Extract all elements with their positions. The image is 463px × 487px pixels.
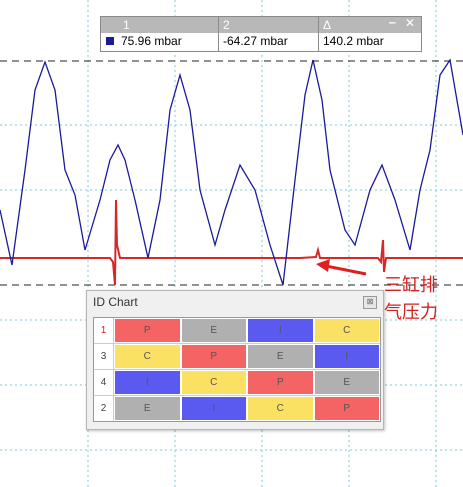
minimize-button[interactable]: ‒ bbox=[389, 15, 396, 29]
arrow bbox=[316, 259, 367, 276]
stroke-cell: E bbox=[115, 397, 180, 420]
stroke-cell: I bbox=[314, 345, 379, 368]
stroke-cell: P bbox=[181, 345, 246, 368]
stroke-cell: C bbox=[115, 345, 180, 368]
stroke-cell: I bbox=[248, 319, 313, 342]
stroke-cell: C bbox=[248, 397, 313, 420]
readout-values: 75.96 mbar -64.27 mbar 140.2 mbar bbox=[101, 33, 421, 50]
col-header: 2 bbox=[223, 18, 230, 32]
stroke-cell: E bbox=[314, 371, 379, 394]
stroke-cell: C bbox=[181, 371, 246, 394]
stroke-cell: I bbox=[115, 371, 180, 394]
value: 75.96 mbar bbox=[121, 34, 182, 48]
annotation-line: 气压力 bbox=[384, 302, 438, 322]
value: -64.27 mbar bbox=[223, 34, 288, 48]
annotation-line: 三缸排 bbox=[384, 275, 438, 295]
row-label: 2 bbox=[94, 396, 114, 421]
stroke-cell: I bbox=[181, 397, 246, 420]
value: 140.2 mbar bbox=[323, 34, 384, 48]
stroke-cell: E bbox=[248, 345, 313, 368]
row-label: 1 bbox=[94, 318, 114, 343]
blue-trace bbox=[0, 58, 463, 286]
stroke-cell: P bbox=[314, 397, 379, 420]
row-label: 4 bbox=[94, 370, 114, 395]
red-trace bbox=[0, 199, 463, 286]
row-label: 3 bbox=[94, 344, 114, 369]
close-button[interactable]: ⊠ bbox=[363, 296, 377, 309]
close-button[interactable]: ✕ bbox=[405, 16, 416, 30]
annotation: 三缸排 气压力 bbox=[384, 272, 438, 326]
cursor-readout: 1 2 Δ ‒ ✕ 75.96 mbar -64.27 mbar 140.2 m… bbox=[100, 15, 422, 52]
stroke-cell: P bbox=[248, 371, 313, 394]
window-title: ID Chart bbox=[93, 295, 138, 309]
stroke-cell: P bbox=[115, 319, 180, 342]
col-header: 1 bbox=[123, 18, 130, 32]
stroke-cell: C bbox=[314, 319, 379, 342]
stroke-cell: E bbox=[181, 319, 246, 342]
trace-marker bbox=[106, 37, 114, 45]
col-header: Δ bbox=[323, 18, 332, 32]
readout-header: 1 2 Δ ‒ ✕ bbox=[101, 15, 421, 33]
